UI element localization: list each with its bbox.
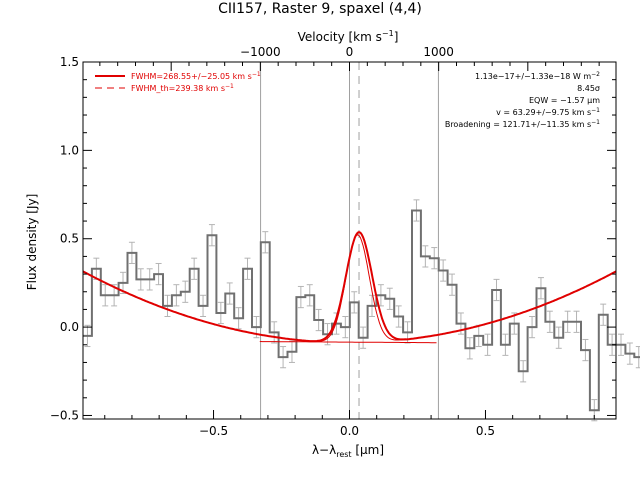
legend-label-fwhm: FWHM=268.55+/−25.05 km s−1 (131, 71, 261, 81)
flux-step-line (83, 209, 640, 412)
x-tick-label: 0.0 (340, 424, 359, 438)
y-tick-label: −0.5 (50, 408, 79, 422)
top-tick-label: 0 (346, 45, 354, 59)
legend: FWHM=268.55+/−25.05 km s−1 FWHM_th=239.3… (95, 71, 261, 93)
reference-lines (260, 62, 439, 419)
y-tick-label: 1.5 (60, 55, 79, 69)
top-axis-label: Velocity [km s−1] (298, 29, 399, 44)
y-tick-label: 0.5 (60, 232, 79, 246)
data-series (83, 209, 640, 412)
x-tick-label: 0.5 (476, 424, 495, 438)
annotation-sigma: 8.45σ (577, 84, 600, 93)
thermal-fit-line (311, 234, 407, 342)
x-tick-label: −0.5 (199, 424, 228, 438)
fit-curves (82, 231, 617, 344)
error-bars (84, 199, 640, 422)
legend-label-fwhm-th: FWHM_th=239.38 km s−1 (131, 83, 234, 93)
y-tick-label: 0.0 (60, 320, 79, 334)
annotation-flux: 1.13e−17+/−1.33e−18 W m−2 (475, 71, 600, 81)
x-axis-label: λ−λrest [μm] (312, 443, 384, 459)
fit-annotations: 1.13e−17+/−1.33e−18 W m−2 8.45σ EQW = −1… (445, 71, 600, 129)
top-tick-label: 1000 (423, 45, 454, 59)
chart-title: CII157, Raster 9, spaxel (4,4) (218, 1, 422, 17)
annotation-velocity: v = 63.29+/−9.75 km s−1 (496, 107, 600, 117)
top-tick-label: −1000 (240, 45, 281, 59)
annotation-broadening: Broadening = 121.71+/−11.35 km s−1 (445, 119, 600, 129)
y-tick-label: 1.0 (60, 143, 79, 157)
axis-ticks: −0.5 0.0 0.5 −0.5 0.0 0.5 1.0 1.5 −1000 0 1000 (50, 45, 616, 438)
annotation-eqw: EQW = −1.57 μm (529, 96, 600, 105)
y-axis-label: Flux density [Jy] (25, 194, 39, 291)
continuum-thin-line (259, 341, 437, 344)
